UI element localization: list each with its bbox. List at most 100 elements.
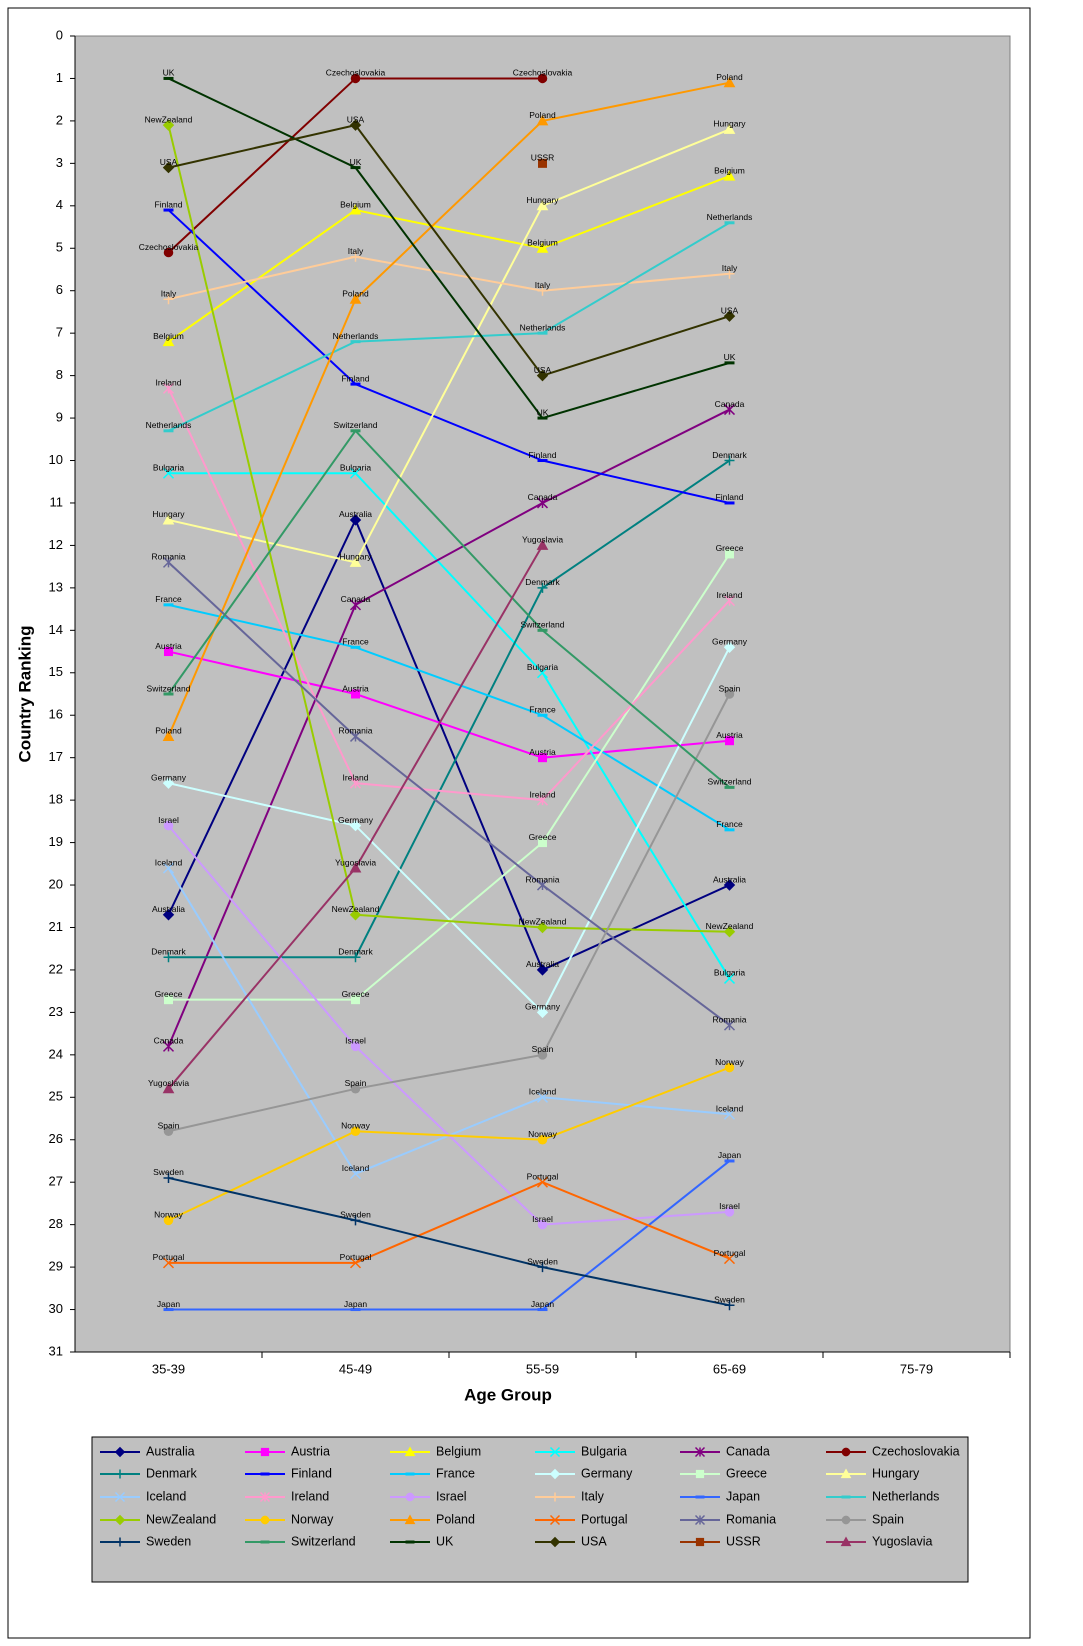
marker bbox=[162, 730, 175, 741]
data-label: France bbox=[716, 819, 743, 829]
data-label: Netherlands bbox=[146, 420, 192, 430]
legend-label: UK bbox=[436, 1534, 454, 1548]
data-label: France bbox=[155, 594, 182, 604]
series-line bbox=[168, 77, 730, 420]
data-label: Spain bbox=[719, 683, 741, 693]
data-label: Czechoslovakia bbox=[139, 242, 199, 252]
series-line bbox=[168, 1176, 730, 1307]
y-tick-label: 12 bbox=[49, 537, 63, 552]
marker bbox=[162, 777, 175, 789]
legend-label: Iceland bbox=[146, 1489, 186, 1503]
marker bbox=[723, 404, 736, 416]
data-label: Canada bbox=[528, 492, 558, 502]
y-tick-label: 4 bbox=[56, 197, 63, 212]
marker bbox=[537, 1219, 548, 1230]
data-label: Hungary bbox=[152, 509, 185, 519]
data-label: Australia bbox=[339, 509, 372, 519]
y-tick-label: 29 bbox=[49, 1259, 63, 1274]
data-label: Portugal bbox=[340, 1252, 372, 1262]
data-label: Netherlands bbox=[520, 322, 566, 332]
marker bbox=[162, 467, 175, 479]
marker bbox=[162, 161, 175, 174]
marker bbox=[114, 1491, 126, 1503]
marker bbox=[536, 1176, 549, 1188]
data-label: Switzerland bbox=[708, 777, 752, 787]
y-tick-label: 31 bbox=[49, 1343, 63, 1358]
marker bbox=[538, 158, 547, 168]
legend-label: Ireland bbox=[291, 1489, 329, 1503]
marker bbox=[549, 1514, 561, 1526]
data-label: Australia bbox=[526, 959, 559, 969]
data-label: Austria bbox=[529, 747, 556, 757]
y-tick-label: 28 bbox=[49, 1216, 63, 1231]
y-tick-label: 13 bbox=[49, 579, 63, 594]
marker bbox=[536, 539, 549, 550]
marker bbox=[694, 1514, 706, 1526]
y-tick-label: 10 bbox=[49, 452, 63, 467]
data-label: USA bbox=[160, 157, 178, 167]
data-label: USA bbox=[721, 305, 739, 315]
data-label: Hungary bbox=[713, 119, 746, 129]
marker bbox=[163, 820, 174, 831]
data-label: Poland bbox=[155, 726, 182, 736]
data-label: Finland bbox=[155, 199, 183, 209]
data-label: Yugoslavia bbox=[522, 535, 563, 545]
data-label: Austria bbox=[342, 683, 369, 693]
data-label: Japan bbox=[718, 1150, 741, 1160]
marker bbox=[351, 689, 360, 699]
marker bbox=[350, 1084, 361, 1094]
data-label: Romania bbox=[525, 874, 559, 884]
data-label: Czechoslovakia bbox=[513, 68, 573, 78]
data-label: Switzerland bbox=[521, 620, 565, 630]
marker bbox=[260, 1515, 270, 1525]
marker bbox=[538, 753, 547, 763]
data-label: Sweden bbox=[340, 1210, 371, 1220]
data-label: Netherlands bbox=[707, 212, 753, 222]
data-label: Germany bbox=[525, 1002, 561, 1012]
marker bbox=[550, 1492, 560, 1502]
data-label: Canada bbox=[154, 1036, 184, 1046]
marker bbox=[349, 777, 362, 789]
marker bbox=[536, 964, 549, 976]
plot-area bbox=[74, 35, 1011, 1353]
marker bbox=[840, 1468, 852, 1479]
y-tick-label: 17 bbox=[49, 749, 63, 764]
marker bbox=[724, 455, 735, 466]
data-label: Finland bbox=[716, 492, 744, 502]
legend-label: Bulgaria bbox=[581, 1444, 627, 1458]
marker bbox=[537, 285, 548, 296]
data-label: Bulgaria bbox=[714, 968, 745, 978]
data-label: Italy bbox=[348, 246, 364, 256]
marker bbox=[537, 73, 548, 84]
marker bbox=[349, 204, 362, 215]
series-line bbox=[167, 387, 731, 802]
y-tick-label: 7 bbox=[56, 325, 63, 340]
marker bbox=[260, 1447, 270, 1457]
marker bbox=[536, 667, 549, 679]
data-label: UK bbox=[163, 68, 175, 78]
marker bbox=[349, 514, 362, 526]
data-label: Poland bbox=[529, 110, 556, 120]
marker bbox=[536, 1006, 549, 1019]
legend-label: Canada bbox=[726, 1444, 770, 1458]
data-label: Yugoslavia bbox=[148, 1078, 189, 1088]
marker bbox=[549, 1446, 561, 1458]
series-line bbox=[168, 128, 730, 564]
marker bbox=[723, 1253, 736, 1265]
marker bbox=[723, 879, 736, 891]
data-label: USSR bbox=[531, 153, 555, 163]
marker bbox=[114, 1514, 126, 1526]
legend-label: Greece bbox=[726, 1466, 767, 1480]
data-label: Iceland bbox=[155, 857, 183, 867]
legend-label: USA bbox=[581, 1534, 607, 1548]
legend-label: Norway bbox=[291, 1512, 334, 1526]
marker bbox=[162, 1257, 175, 1269]
legend bbox=[91, 1436, 969, 1583]
data-label: Ireland bbox=[343, 772, 369, 782]
marker bbox=[723, 595, 736, 607]
marker bbox=[537, 582, 548, 593]
series-line bbox=[168, 472, 731, 979]
marker bbox=[404, 1514, 416, 1525]
data-label: Japan bbox=[531, 1299, 554, 1309]
marker bbox=[162, 513, 175, 525]
